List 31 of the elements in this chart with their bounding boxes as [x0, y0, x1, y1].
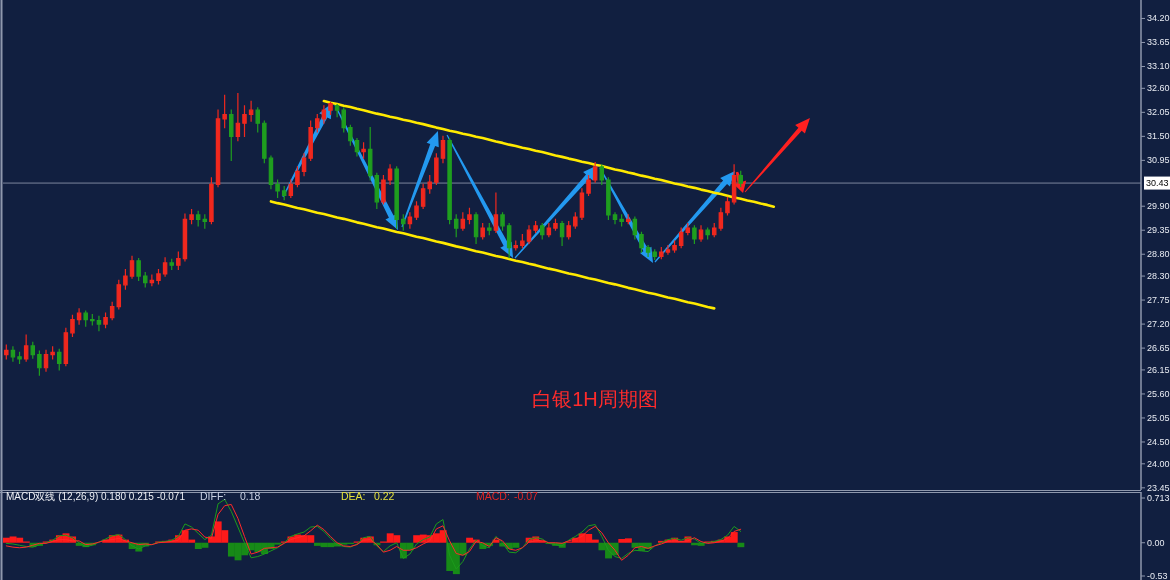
y-tick-label: 32.05	[1147, 107, 1170, 118]
y-tick-label: 27.75	[1147, 295, 1170, 306]
annotation: -0.07	[514, 490, 539, 502]
annotation: 0.18	[240, 490, 261, 502]
y-tick-label: 24.50	[1147, 436, 1170, 447]
annotation: MACD双线 (12,26,9) 0.180 0.215 -0.071	[6, 490, 186, 502]
y-tick-label: 0.713	[1147, 493, 1170, 503]
y-tick-label: 29.90	[1147, 201, 1170, 212]
annotation: 白银1H周期图	[532, 388, 658, 410]
y-tick-label: 34.20	[1147, 13, 1170, 24]
y-tick-label: 33.10	[1147, 61, 1170, 72]
y-tick-label: 27.20	[1147, 319, 1170, 330]
annotation: 0.22	[374, 490, 395, 502]
annotation: DEA:	[341, 490, 366, 502]
y-tick-label: 25.60	[1147, 388, 1170, 399]
y-tick-label: 31.50	[1147, 131, 1170, 142]
y-tick-label: 29.35	[1147, 225, 1170, 236]
annotation: MACD:	[476, 490, 510, 502]
y-tick-label: 28.30	[1147, 271, 1170, 282]
y-tick-label: 32.60	[1147, 83, 1170, 94]
y-tick-label: -0.53	[1147, 571, 1168, 580]
y-tick-label: 23.45	[1147, 482, 1170, 493]
y-tick-label: 25.05	[1147, 412, 1170, 423]
y-tick-label: 24.00	[1147, 458, 1170, 469]
y-tick-label: 30.95	[1147, 155, 1170, 166]
y-tick-label: 28.80	[1147, 249, 1170, 260]
y-tick-label: 33.65	[1147, 37, 1170, 48]
y-tick-label: 26.15	[1147, 364, 1170, 375]
annotation: DIFF:	[200, 490, 227, 502]
y-tick-label: 0.00	[1147, 537, 1165, 548]
y-tick-label: 26.65	[1147, 343, 1170, 354]
